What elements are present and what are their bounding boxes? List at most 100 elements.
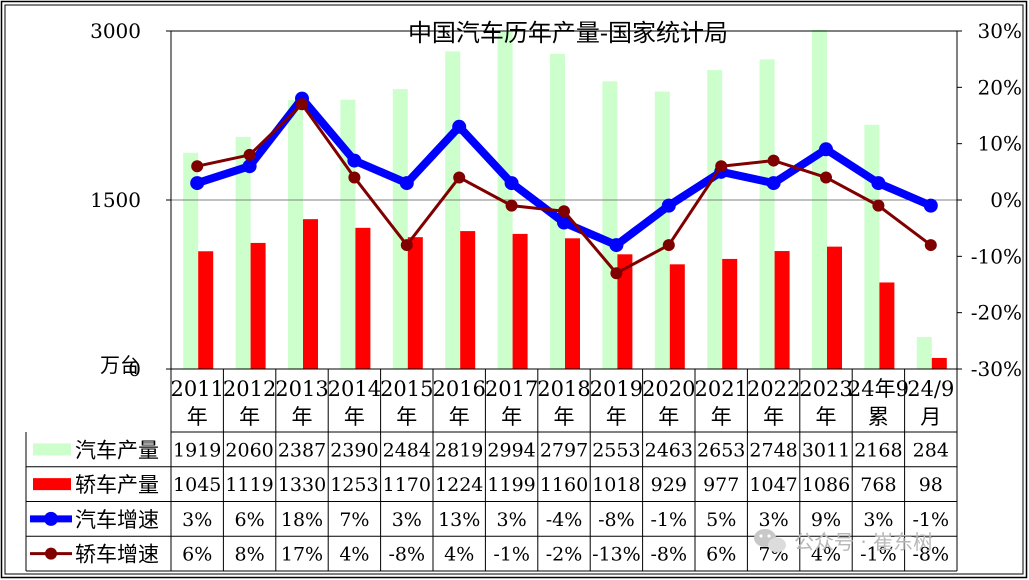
table-cell: 98 — [919, 474, 943, 496]
bar-car-output — [250, 242, 266, 369]
point-auto-growth — [504, 176, 519, 191]
table-cell: 2553 — [592, 439, 640, 461]
point-car-growth — [820, 171, 832, 184]
left-axis: 0 1500 3000 — [90, 19, 171, 381]
point-car-growth — [505, 199, 518, 212]
point-car-growth — [924, 239, 937, 252]
bar-car-output — [512, 233, 528, 369]
legend-key-marker — [45, 547, 57, 560]
table-cell: 1047 — [749, 474, 797, 496]
category-label: 年 — [501, 405, 522, 429]
data-table: 2011 年 2012 年 2013 年 2014 年 2015 年 2016 年 2017 年 2018 年… — [25, 369, 958, 572]
right-tick-label: 0% — [990, 188, 1022, 212]
table-cell: 1018 — [592, 474, 640, 496]
right-axis: -30% -20% -10% 0% 10% 20% 30% — [957, 19, 1022, 381]
table-cell: -8% — [651, 544, 688, 566]
table-cell: -1% — [651, 509, 688, 531]
bar-car-output — [355, 227, 371, 369]
right-tick-label: 20% — [978, 75, 1022, 99]
point-car-growth — [662, 239, 675, 252]
table-cell: 1199 — [487, 474, 535, 496]
table-cell: 2484 — [383, 439, 431, 461]
legend-label: 汽车增速 — [75, 508, 159, 532]
table-cell: 7% — [339, 509, 369, 531]
bar-auto-output — [707, 70, 723, 369]
right-tick-label: 10% — [978, 132, 1022, 156]
table-cell: -1% — [913, 509, 950, 531]
category-label: 月 — [920, 405, 941, 429]
lines-layer — [190, 91, 938, 280]
bar-car-output — [931, 357, 947, 369]
point-auto-growth — [190, 176, 205, 191]
bar-car-output — [407, 237, 423, 369]
point-auto-growth — [923, 198, 938, 213]
bar-car-output — [565, 238, 580, 369]
point-car-growth — [715, 160, 728, 173]
legend-key-auto-output — [33, 443, 71, 456]
bars-layer — [183, 29, 947, 370]
point-car-growth — [558, 205, 570, 218]
table-cell: 2390 — [330, 439, 378, 461]
table-cell: 768 — [860, 474, 896, 496]
bar-auto-output — [288, 100, 303, 369]
point-auto-growth — [871, 176, 886, 191]
bar-auto-output — [759, 59, 775, 369]
bar-auto-output — [392, 89, 408, 370]
legend-label: 汽车产量 — [75, 438, 159, 462]
table-cell: 1224 — [435, 474, 483, 496]
table-cell: 1160 — [540, 474, 588, 496]
table-cell: 9% — [811, 509, 841, 531]
table-cell: 6% — [706, 544, 736, 566]
table-cell: 3% — [182, 509, 212, 531]
table-cell: 13% — [438, 509, 480, 531]
table-cell: 2387 — [278, 439, 326, 461]
point-car-growth — [243, 148, 256, 161]
table-cell: 2463 — [645, 439, 693, 461]
table-cell: 8% — [235, 544, 265, 566]
table-cell: 929 — [651, 474, 687, 496]
point-car-growth — [191, 160, 204, 173]
bar-car-output — [198, 251, 214, 369]
table-cell: 2168 — [854, 439, 902, 461]
table-cell: 1170 — [383, 474, 431, 496]
table-cell: 4% — [339, 544, 369, 566]
category-label: 年 — [816, 405, 837, 429]
category-label: 年 — [187, 405, 208, 429]
bar-car-output — [669, 264, 685, 369]
left-tick-label: 0 — [128, 357, 141, 381]
category-label: 2020 — [642, 377, 695, 401]
bar-car-output — [827, 246, 842, 369]
table-cell: 17% — [281, 544, 323, 566]
legend-key-car-output — [33, 478, 71, 491]
bar-car-output — [774, 251, 790, 369]
point-auto-growth — [452, 119, 467, 134]
bar-auto-output — [916, 337, 932, 369]
category-label: 2023 — [799, 377, 852, 401]
table-cell: 2994 — [487, 439, 535, 461]
right-tick-label: 30% — [978, 19, 1022, 43]
table-cell: -1% — [493, 544, 530, 566]
point-auto-growth — [347, 153, 362, 168]
point-car-growth — [453, 171, 466, 184]
point-car-growth — [296, 98, 308, 111]
table-cell: 1330 — [278, 474, 326, 496]
table-cell: -8% — [389, 544, 426, 566]
table-cell: -4% — [546, 509, 583, 531]
point-auto-growth — [766, 176, 781, 191]
point-auto-growth — [557, 215, 571, 230]
table-cell: 18% — [281, 509, 323, 531]
table-cell: 3011 — [802, 439, 850, 461]
table-cell: 1045 — [173, 474, 221, 496]
category-label: 年 — [711, 405, 732, 429]
wechat-icon — [754, 529, 786, 553]
category-label: 2018 — [537, 377, 590, 401]
legend-label: 轿车产量 — [75, 473, 159, 497]
category-label: 年 — [344, 405, 365, 429]
bar-car-output — [722, 258, 738, 369]
category-label: 年 — [606, 405, 627, 429]
table-cell: -8% — [598, 509, 635, 531]
bar-auto-output — [183, 152, 199, 369]
bar-auto-output — [602, 81, 618, 369]
